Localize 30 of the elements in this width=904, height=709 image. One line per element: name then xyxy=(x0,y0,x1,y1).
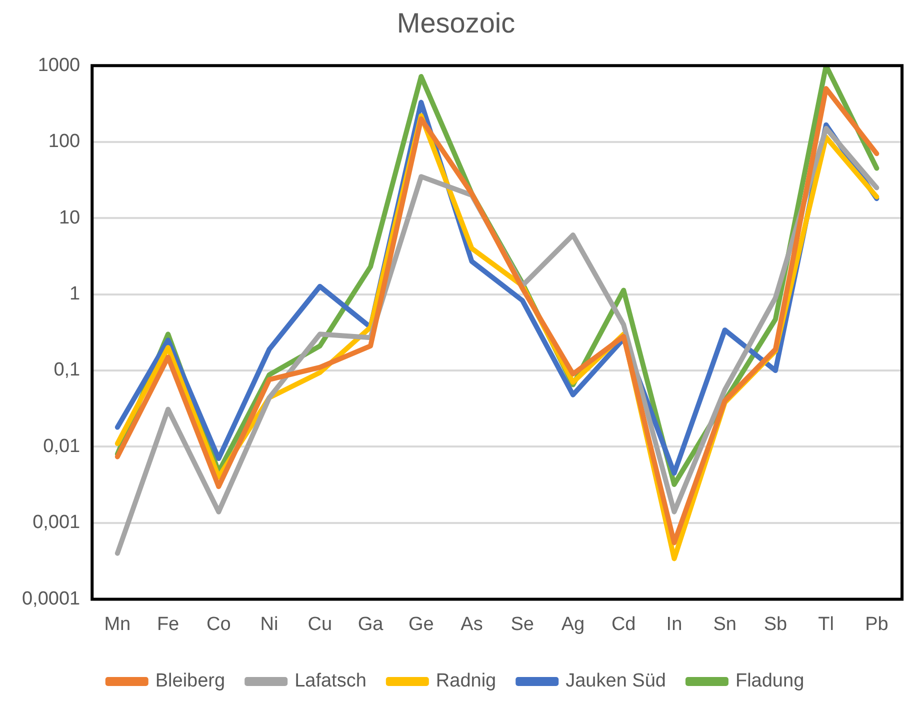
x-tick-label: Sb xyxy=(764,614,788,635)
x-tick-label: Ge xyxy=(408,614,434,635)
x-tick-label: Tl xyxy=(818,614,834,635)
y-tick-label: 1 xyxy=(70,284,80,305)
legend-label: Bleiberg xyxy=(155,670,226,692)
y-tick-label: 100 xyxy=(48,131,80,152)
chart-title: Mesozoic xyxy=(396,8,516,39)
x-tick-label: Sn xyxy=(713,614,736,635)
x-tick-label: Mn xyxy=(104,614,131,635)
x-tick-label: Ag xyxy=(561,614,585,635)
legend-label: Radnig xyxy=(436,670,496,692)
x-tick-label: In xyxy=(666,614,682,635)
x-tick-label: As xyxy=(460,614,483,635)
x-tick-label: Cd xyxy=(611,614,636,635)
legend-label: Lafatsch xyxy=(294,670,366,692)
x-tick-label: Se xyxy=(510,614,534,635)
x-tick-label: Co xyxy=(206,614,231,635)
y-tick-label: 0,1 xyxy=(54,360,80,381)
x-tick-label: Cu xyxy=(308,614,332,635)
x-tick-label: Pb xyxy=(865,614,888,635)
y-tick-label: 0,001 xyxy=(32,512,80,534)
x-tick-label: Ni xyxy=(260,614,278,635)
y-tick-label: 0,01 xyxy=(43,436,80,457)
y-tick-label: 0,0001 xyxy=(22,588,80,610)
legend-label: Fladung xyxy=(735,670,804,692)
legend-label: Jauken Süd xyxy=(566,670,666,692)
x-tick-label: Ga xyxy=(358,614,384,635)
y-tick-label: 1000 xyxy=(38,54,80,76)
x-tick-label: Fe xyxy=(156,614,180,635)
y-tick-label: 10 xyxy=(58,207,80,228)
